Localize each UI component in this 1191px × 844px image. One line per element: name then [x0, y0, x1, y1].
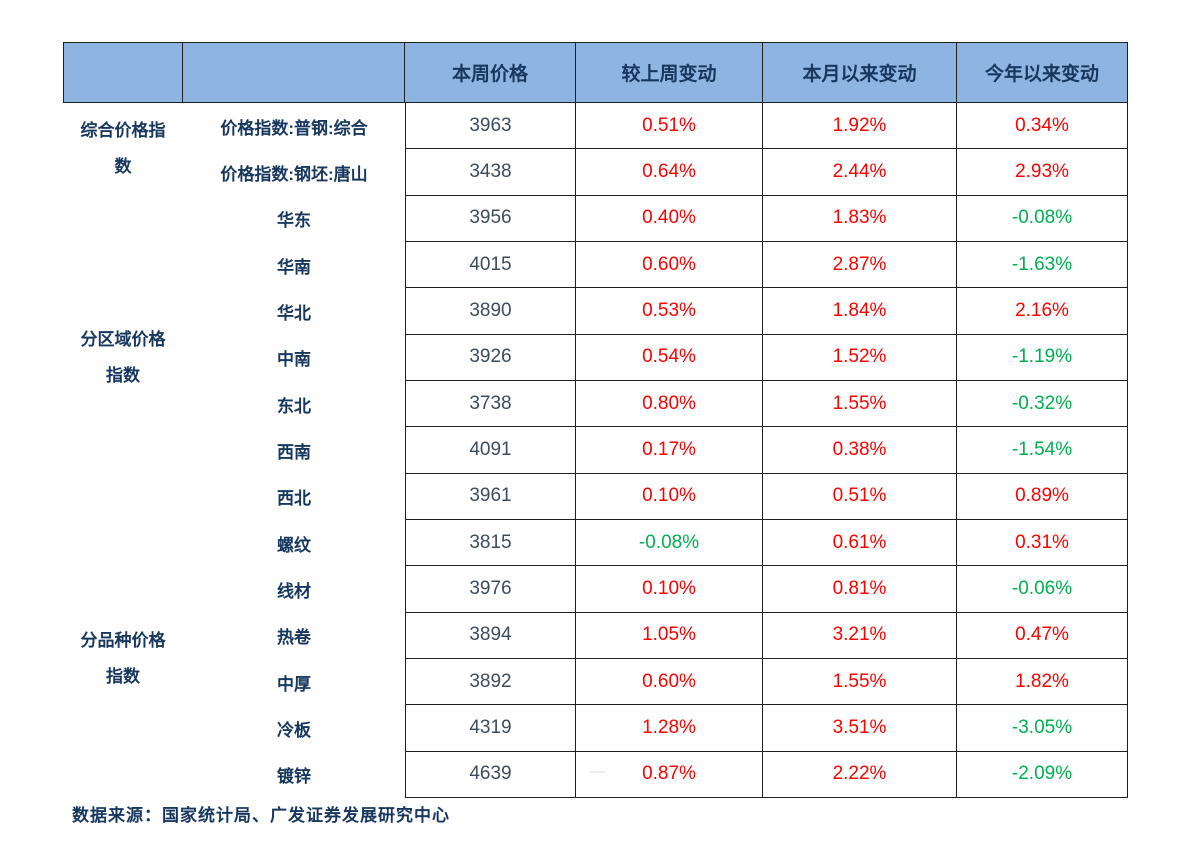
row-group-label: 综合价格指数	[63, 103, 183, 196]
row-label: 镀锌	[277, 767, 311, 787]
cell-week-price: 3963	[405, 103, 576, 150]
cell-ytd-change: 0.47%	[957, 612, 1128, 659]
row-label: 西南	[277, 442, 311, 462]
cell-wow-change: 1.05%	[576, 612, 763, 659]
cell-mtd-change: 3.21%	[763, 612, 957, 659]
cell-ytd-change: -0.32%	[957, 380, 1128, 428]
row-label: 热卷	[277, 628, 311, 648]
cell-week-price: 3961	[405, 473, 576, 520]
cell-wow-change: 0.60%	[576, 658, 763, 706]
cell-week-price: 3438	[405, 149, 576, 196]
row-label: 价格指数:普钢:综合	[220, 118, 368, 138]
header-cell-ytd-change: 今年以来变动	[957, 42, 1128, 103]
cell-wow-change: 0.40%	[576, 195, 763, 242]
cell-ytd-change: -0.06%	[957, 566, 1128, 613]
cell-ytd-change: -1.19%	[957, 334, 1128, 381]
cell-mtd-change: 1.84%	[763, 288, 957, 335]
row-label: 线材	[277, 581, 311, 601]
header-cell-week-price: 本周价格	[405, 42, 576, 103]
cell-ytd-change: -1.54%	[957, 427, 1128, 474]
cell-mtd-change: 1.92%	[763, 103, 957, 150]
row-label: 华东	[277, 211, 311, 231]
cell-week-price: 4639	[405, 751, 576, 798]
cell-wow-change: 0.54%	[576, 334, 763, 381]
cell-mtd-change: 2.44%	[763, 149, 957, 196]
cell-week-price: 3892	[405, 658, 576, 706]
header-cell-wow-change: 较上周变动	[576, 42, 763, 103]
cell-wow-change: 0.87%	[576, 751, 763, 798]
cell-wow-change: 0.53%	[576, 288, 763, 335]
cell-mtd-change: 1.55%	[763, 380, 957, 428]
row-label: 华南	[277, 257, 311, 277]
cell-ytd-change: 1.82%	[957, 658, 1128, 706]
row-group-label: 分区域价格指数	[63, 196, 183, 520]
row-label: 东北	[277, 396, 311, 416]
cell-mtd-change: 2.22%	[763, 751, 957, 798]
row-label: 华北	[277, 303, 311, 323]
watermark-dash-artifact: —	[590, 763, 605, 780]
cell-mtd-change: 0.38%	[763, 427, 957, 474]
cell-wow-change: 0.51%	[576, 103, 763, 150]
cell-week-price: 3894	[405, 612, 576, 659]
table-header-row: 本周价格 较上周变动 本月以来变动 今年以来变动	[63, 42, 1128, 103]
cell-mtd-change: 3.51%	[763, 705, 957, 752]
cell-ytd-change: 0.34%	[957, 103, 1128, 150]
cell-wow-change: 0.10%	[576, 473, 763, 520]
cell-ytd-change: 2.16%	[957, 288, 1128, 335]
steel-price-index-table: 本周价格 较上周变动 本月以来变动 今年以来变动 综合价格指数 价格指数:普钢:综…	[63, 42, 1128, 798]
cell-mtd-change: 2.87%	[763, 241, 957, 289]
cell-week-price: 3956	[405, 195, 576, 242]
header-cell-mtd-change: 本月以来变动	[763, 42, 957, 103]
row-label: 价格指数:钢坯:唐山	[220, 164, 368, 184]
cell-ytd-change: 2.93%	[957, 149, 1128, 196]
cell-week-price: 3738	[405, 380, 576, 428]
cell-ytd-change: -0.08%	[957, 195, 1128, 242]
cell-week-price: 4015	[405, 241, 576, 289]
cell-mtd-change: 1.55%	[763, 658, 957, 706]
row-label: 中厚	[277, 674, 311, 694]
cell-week-price: 4091	[405, 427, 576, 474]
header-cell-group-blank	[63, 42, 183, 103]
cell-mtd-change: 0.51%	[763, 473, 957, 520]
cell-mtd-change: 1.83%	[763, 195, 957, 242]
cell-mtd-change: 0.61%	[763, 519, 957, 567]
cell-ytd-change: 0.89%	[957, 473, 1128, 520]
cell-wow-change: -0.08%	[576, 519, 763, 567]
cell-week-price: 3976	[405, 566, 576, 613]
cell-week-price: 3926	[405, 334, 576, 381]
row-group-label: 分品种价格指数	[63, 520, 183, 798]
cell-mtd-change: 1.52%	[763, 334, 957, 381]
row-label: 螺纹	[277, 535, 311, 555]
cell-ytd-change: -1.63%	[957, 241, 1128, 289]
cell-wow-change: 1.28%	[576, 705, 763, 752]
cell-wow-change: 0.64%	[576, 149, 763, 196]
cell-wow-change: 0.80%	[576, 380, 763, 428]
table-body: 综合价格指数 价格指数:普钢:综合 3963 0.51% 1.92% 0.34% 价格指数:…	[63, 103, 1128, 798]
cell-week-price: 3815	[405, 519, 576, 567]
cell-wow-change: 0.60%	[576, 241, 763, 289]
header-cell-label-blank	[183, 42, 405, 103]
cell-ytd-change: -3.05%	[957, 705, 1128, 752]
cell-ytd-change: -2.09%	[957, 751, 1128, 798]
row-label: 中南	[277, 350, 311, 370]
row-group-label-text: 分区域价格指数	[80, 329, 166, 385]
cell-ytd-change: 0.31%	[957, 519, 1128, 567]
cell-mtd-change: 0.81%	[763, 566, 957, 613]
cell-wow-change: 0.10%	[576, 566, 763, 613]
data-source-note: 数据来源：国家统计局、广发证券发展研究中心	[72, 806, 450, 825]
cell-week-price: 3890	[405, 288, 576, 335]
cell-wow-change: 0.17%	[576, 427, 763, 474]
row-label: 冷板	[277, 720, 311, 740]
row-label: 西北	[277, 489, 311, 509]
row-group-label-text: 综合价格指数	[80, 121, 166, 177]
cell-week-price: 4319	[405, 705, 576, 752]
row-group-label-text: 分品种价格指数	[80, 630, 166, 686]
